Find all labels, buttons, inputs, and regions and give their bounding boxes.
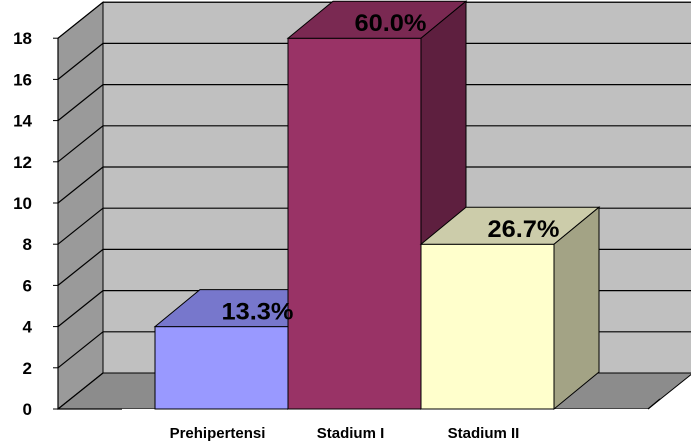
y-tick-label: 6 (23, 276, 32, 295)
category-label: Prehipertensi (170, 425, 266, 442)
bar (420, 243, 555, 410)
y-tick-label: 2 (23, 359, 32, 378)
side-gridline (57, 372, 104, 410)
bar-side (553, 206, 600, 411)
side-gridline (57, 42, 104, 80)
side-gridline (57, 290, 104, 328)
side-gridline (57, 125, 104, 163)
side-gridline (57, 1, 104, 39)
y-tick-label: 0 (23, 400, 32, 419)
y-tick-label: 4 (23, 318, 33, 337)
side-gridline (57, 166, 104, 204)
bars (153, 0, 601, 411)
bar (154, 326, 289, 410)
y-tick-label: 12 (13, 153, 32, 172)
data-label: 13.3% (222, 299, 294, 326)
y-tick-label: 14 (13, 112, 32, 131)
side-gridline (57, 84, 104, 122)
side-gridline (57, 331, 104, 369)
y-tick-label: 10 (13, 194, 32, 213)
bar-3 (419, 206, 601, 411)
data-label: 26.7% (488, 216, 560, 243)
y-tick-label: 18 (13, 29, 32, 48)
category-label: Stadium I (317, 425, 385, 442)
x-axis-end (647, 398, 661, 410)
data-label: 60.0% (355, 10, 427, 37)
y-axis: 0 2 4 6 8 10 12 14 16 18 (13, 29, 661, 439)
category-label: Stadium II (448, 425, 520, 442)
category-labels: Prehipertensi Stadium I Stadium II (170, 425, 520, 442)
y-tick-label: 16 (13, 70, 32, 89)
data-labels: 13.3% 60.0% 26.7% (222, 10, 560, 325)
y-tick-label: 8 (23, 235, 32, 254)
side-wall (57, 1, 104, 411)
category-band (122, 409, 650, 439)
bar (287, 37, 422, 410)
side-gridline (57, 207, 104, 245)
side-gridline (57, 248, 104, 286)
